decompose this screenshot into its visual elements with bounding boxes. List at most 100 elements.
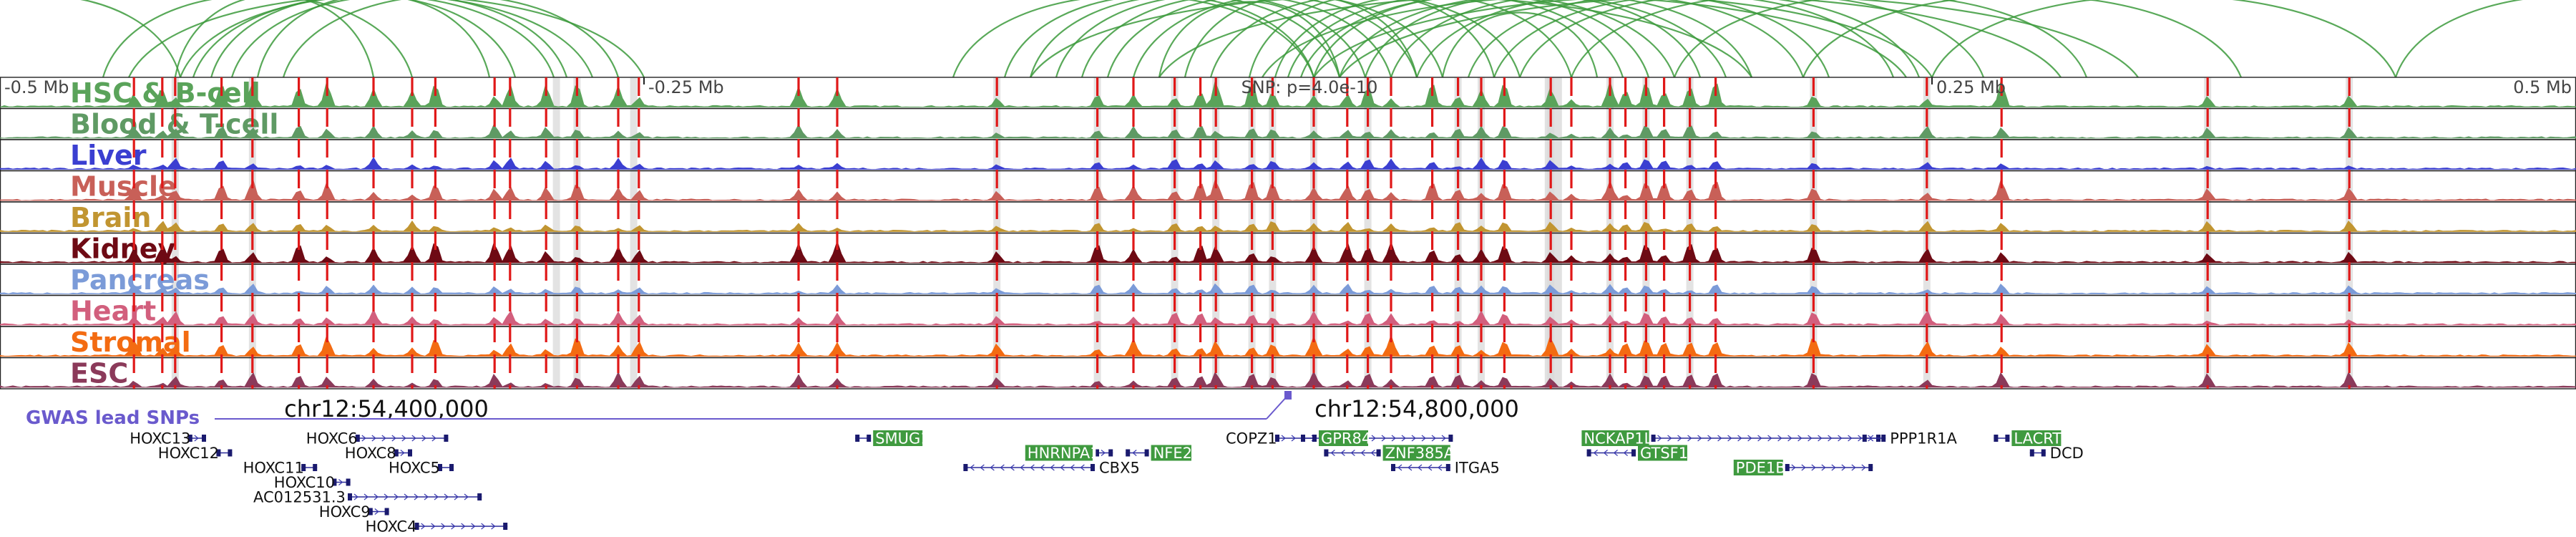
gene-exon [228,449,233,457]
gene-cbx5: CBX5 [963,460,1140,477]
strand-arrow [1861,464,1866,471]
gene-label-box [1733,460,1783,475]
strand-arrow [1747,435,1752,442]
gene-label-box [1151,445,1191,461]
track-signal [0,123,2576,139]
strand-arrow [364,493,369,500]
strand-arrow [424,493,429,500]
strand-arrow [1818,435,1823,442]
loop-arc [2394,0,2524,78]
strand-arrow [1717,435,1722,442]
track-frame [0,263,2576,296]
gene-exon [414,523,419,530]
strand-arrow [1010,464,1015,471]
loop-arc [192,0,555,78]
gene-exon [1994,435,1999,442]
coordinate-label: chr12:54,800,000 [1314,395,1519,422]
gene-exon [1126,449,1131,457]
strand-arrow [1330,450,1335,456]
gene-label-box [1581,430,1649,446]
track-frame [0,294,2576,327]
gene-exon [202,435,206,442]
gene-exon [963,464,968,471]
strand-arrow [990,464,995,471]
gene-exon [867,435,872,442]
gene-exon [1376,449,1381,457]
gene-exon [855,435,860,442]
gene-label-box [2011,430,2062,446]
strand-arrow [1727,435,1732,442]
gene-label-box [1025,445,1093,461]
loop-arc [1248,0,1496,78]
strand-arrow [400,450,405,456]
strand-arrow [441,523,446,530]
strand-arrow [1060,464,1065,471]
strand-arrow [491,523,496,530]
strand-arrow [1767,435,1772,442]
strand-arrow [371,435,376,442]
strand-arrow [1807,435,1813,442]
strand-arrow [394,493,399,500]
gene-exon [355,435,360,442]
gene-exon [394,449,399,457]
gene-exon [1651,435,1656,442]
gene-label: HOXC12 [158,445,219,462]
strand-arrow [1070,464,1075,471]
loop-arc [1003,0,1315,78]
gene-exon [1391,464,1395,471]
gene-lacrt: LACRT [1994,430,2062,448]
strand-arrow [451,523,456,530]
strand-arrow [374,493,379,500]
strand-arrow [1868,435,1874,442]
loop-arc [1132,0,1444,78]
track-label: Stromal [70,326,191,358]
gene-hoxc11: HOXC11 [243,460,318,477]
strand-arrow [414,493,419,500]
gene-label: HOXC5 [389,460,440,477]
strand-arrow [1132,450,1137,456]
strand-arrow [353,493,358,500]
strand-arrow [1838,435,1843,442]
gene-label: HOXC6 [306,430,358,448]
track-label: Kidney [70,233,175,265]
gene-label-box [873,430,923,446]
loop-arc [1467,0,1830,78]
track-label: ESC [70,358,128,390]
gene-gtsf1: GTSF1 [1586,445,1688,462]
gene-label: SMUG1 [875,430,930,448]
gene-exon [1868,464,1873,471]
strand-arrow [1791,464,1796,471]
loop-arc [256,0,491,78]
strand-arrow [361,435,366,442]
gene-label: HOXC8 [345,445,396,462]
gene-label: NCKAP1L [1584,430,1652,448]
strand-arrow [471,523,476,530]
range-end-label: 0.5 Mb [2513,77,2572,97]
track-label: HSC & B-cell [70,77,260,109]
gene-label: COPZ1 [1226,430,1277,448]
snp-label: SNP: p=4.0e-10 [1241,77,1378,97]
loop-arc [1312,0,1650,78]
strand-arrow [1281,435,1286,442]
gene-ppp1r1a: PPP1R1A [1862,430,1958,448]
loop-arc [1518,0,1921,78]
loop-arc [1030,0,1752,78]
strand-arrow [1360,450,1365,456]
strand-arrow [1707,435,1712,442]
loop-arc [1262,0,1933,78]
strand-arrow [1050,464,1055,471]
gene-exon [332,478,337,486]
strand-arrow [454,493,459,500]
gene-exon [348,493,352,500]
strand-arrow [1030,464,1035,471]
loop-arc [952,0,1315,78]
gene-nckap1l: NCKAP1L [1581,430,1880,448]
gene-label: HNRNPA1 [1028,445,1100,462]
gene-exon [313,464,318,471]
gene-label-box [1382,445,1450,461]
gene-exon [477,493,482,500]
strand-arrow [1623,450,1628,456]
axis-tick-label: -0.25 Mb [648,77,724,97]
track-signal [0,79,2576,107]
